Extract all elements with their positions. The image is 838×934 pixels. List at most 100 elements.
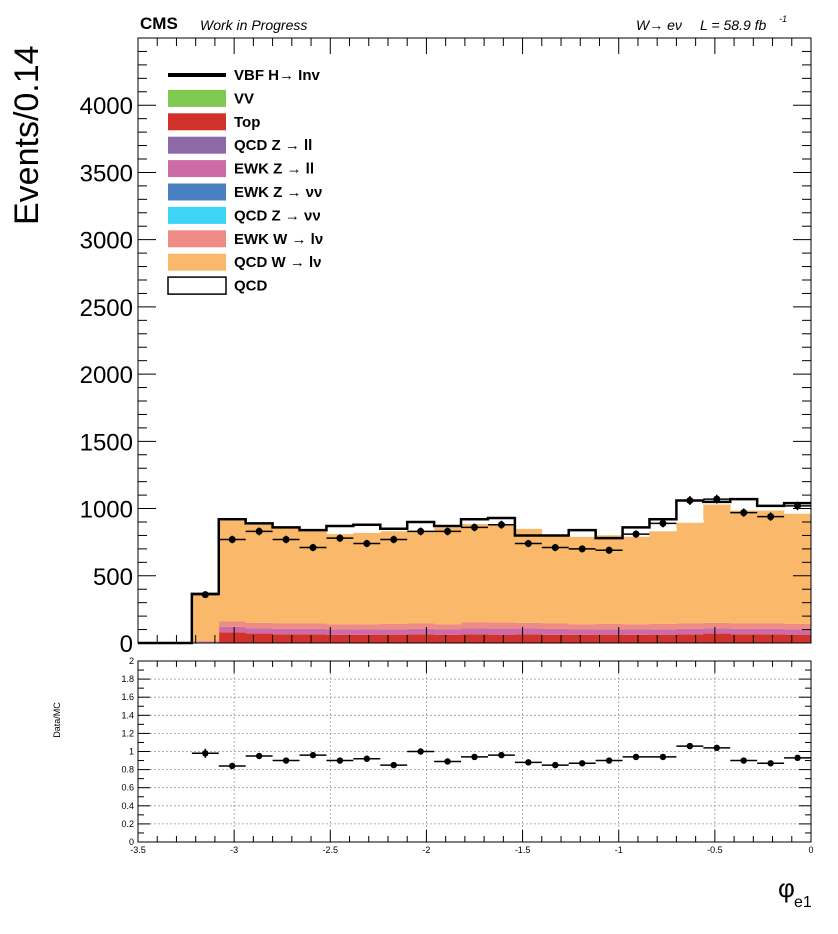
stack-bar (568, 624, 597, 630)
data-point (659, 519, 667, 527)
y-tick-label: 3500 (80, 160, 133, 187)
stack-bar (461, 524, 489, 623)
ratio-x-tick-labels: -3.5 -3 -2.5 -2 -1.5 -1 -0.5 0 (130, 845, 813, 855)
stack-bar (326, 624, 354, 630)
stack-bar (703, 628, 731, 634)
data-point (282, 535, 290, 543)
data-point (309, 544, 317, 552)
stack-bar (461, 628, 489, 635)
y-tick-label: 1500 (80, 429, 133, 456)
ratio-point (229, 762, 236, 770)
legend-swatch (168, 136, 226, 154)
stack-bar (730, 510, 758, 624)
data-point (390, 535, 398, 543)
work-in-progress-label: Work in Progress (200, 17, 307, 33)
x-tick-label: -1.5 (515, 845, 531, 855)
stack-bar (299, 623, 327, 629)
ratio-point (444, 758, 451, 765)
stack-bar (595, 629, 623, 635)
stack-bar (380, 634, 408, 643)
ratio-point (740, 757, 747, 764)
stack-bar (353, 530, 381, 533)
ratio-y-tick-label: 1.2 (121, 728, 134, 738)
stack-bar (757, 634, 785, 643)
x-tick-label: 0 (808, 845, 813, 855)
stack-bar (676, 519, 704, 523)
stack-bar (434, 527, 462, 625)
ratio-point (605, 757, 613, 764)
legend-label: EWK Z → νν (234, 184, 322, 201)
ratio-y-tick-label: 1.6 (121, 692, 134, 702)
stack-bar (784, 623, 812, 630)
ratio-point (525, 759, 532, 766)
y-tick-label: 3000 (80, 228, 133, 255)
channel-label: W→ eν (636, 17, 682, 33)
y-tick-label: 2000 (80, 362, 133, 389)
stack-bar (380, 623, 408, 630)
legend-label: VV (234, 90, 254, 107)
stack-bar (218, 621, 247, 627)
stack-bar (299, 628, 327, 635)
stack-bar (514, 634, 543, 643)
data-point (471, 523, 478, 531)
stack-bar (703, 633, 731, 643)
stack-bar (245, 524, 273, 623)
stack-bar (541, 628, 570, 635)
stack-bar (326, 629, 354, 635)
main-y-tick-labels: 0 500 1000 1500 2000 2500 3000 3500 4000 (80, 93, 133, 658)
ratio-point (578, 760, 586, 767)
stack-bar (568, 534, 597, 537)
stack-bar (218, 632, 247, 643)
ratio-point (417, 748, 424, 755)
ratio-point (632, 753, 640, 761)
stack-bar (784, 511, 812, 514)
x-tick-label: -3 (230, 845, 238, 855)
stack-bar (245, 633, 273, 643)
legend-label: QCD (234, 278, 268, 295)
stack-bar (622, 634, 650, 643)
legend-label: EWK Z → ll (234, 161, 314, 178)
ratio-point (202, 750, 209, 757)
data-point (363, 540, 371, 548)
ratio-point (471, 753, 478, 761)
ratio-point (309, 751, 317, 759)
ratio-y-tick-label: 0.8 (121, 765, 134, 775)
stack-bar (380, 629, 408, 635)
data-point (336, 534, 344, 542)
y-tick-label: 4000 (80, 93, 133, 120)
stack-bar (649, 629, 677, 635)
y-tick-label: 0 (120, 631, 133, 658)
stack-bar (703, 622, 731, 629)
stack-bar (649, 528, 677, 532)
lumi-exponent: -1 (779, 14, 787, 24)
lumi-label: L = 58.9 fb (700, 17, 767, 33)
stack-bar (676, 522, 704, 624)
data-point (417, 527, 425, 535)
stack-bar (541, 634, 570, 643)
stack-bar (434, 629, 462, 635)
data-point (551, 544, 559, 552)
data-points (191, 494, 811, 599)
legend-label: EWK W → lν (234, 231, 323, 248)
stack-bar (272, 623, 300, 629)
data-point (767, 513, 775, 521)
ratio-y-tick-label: 0.6 (121, 783, 134, 793)
stack-bar (676, 628, 704, 635)
data-point (713, 495, 721, 503)
stack-bar (407, 628, 435, 635)
stack-bar (676, 634, 704, 643)
legend-swatch (167, 276, 227, 295)
data-point (524, 540, 532, 548)
legend-swatch (168, 113, 226, 131)
stack-bar (757, 623, 785, 629)
y-tick-label: 2500 (80, 295, 133, 322)
ratio-frame (137, 660, 812, 843)
legend-label: QCD W → lν (234, 254, 322, 271)
ratio-y-tick-label: 1.4 (121, 710, 134, 720)
stack-bar (568, 629, 597, 635)
legend: VBF H→ Inv VV Top QCD Z → ll EWK Z → ll EWK Z… (167, 67, 323, 295)
stack-bar (757, 510, 785, 624)
legend-swatch (168, 160, 226, 178)
stack-bar (353, 629, 381, 635)
stack-bar (757, 628, 785, 635)
